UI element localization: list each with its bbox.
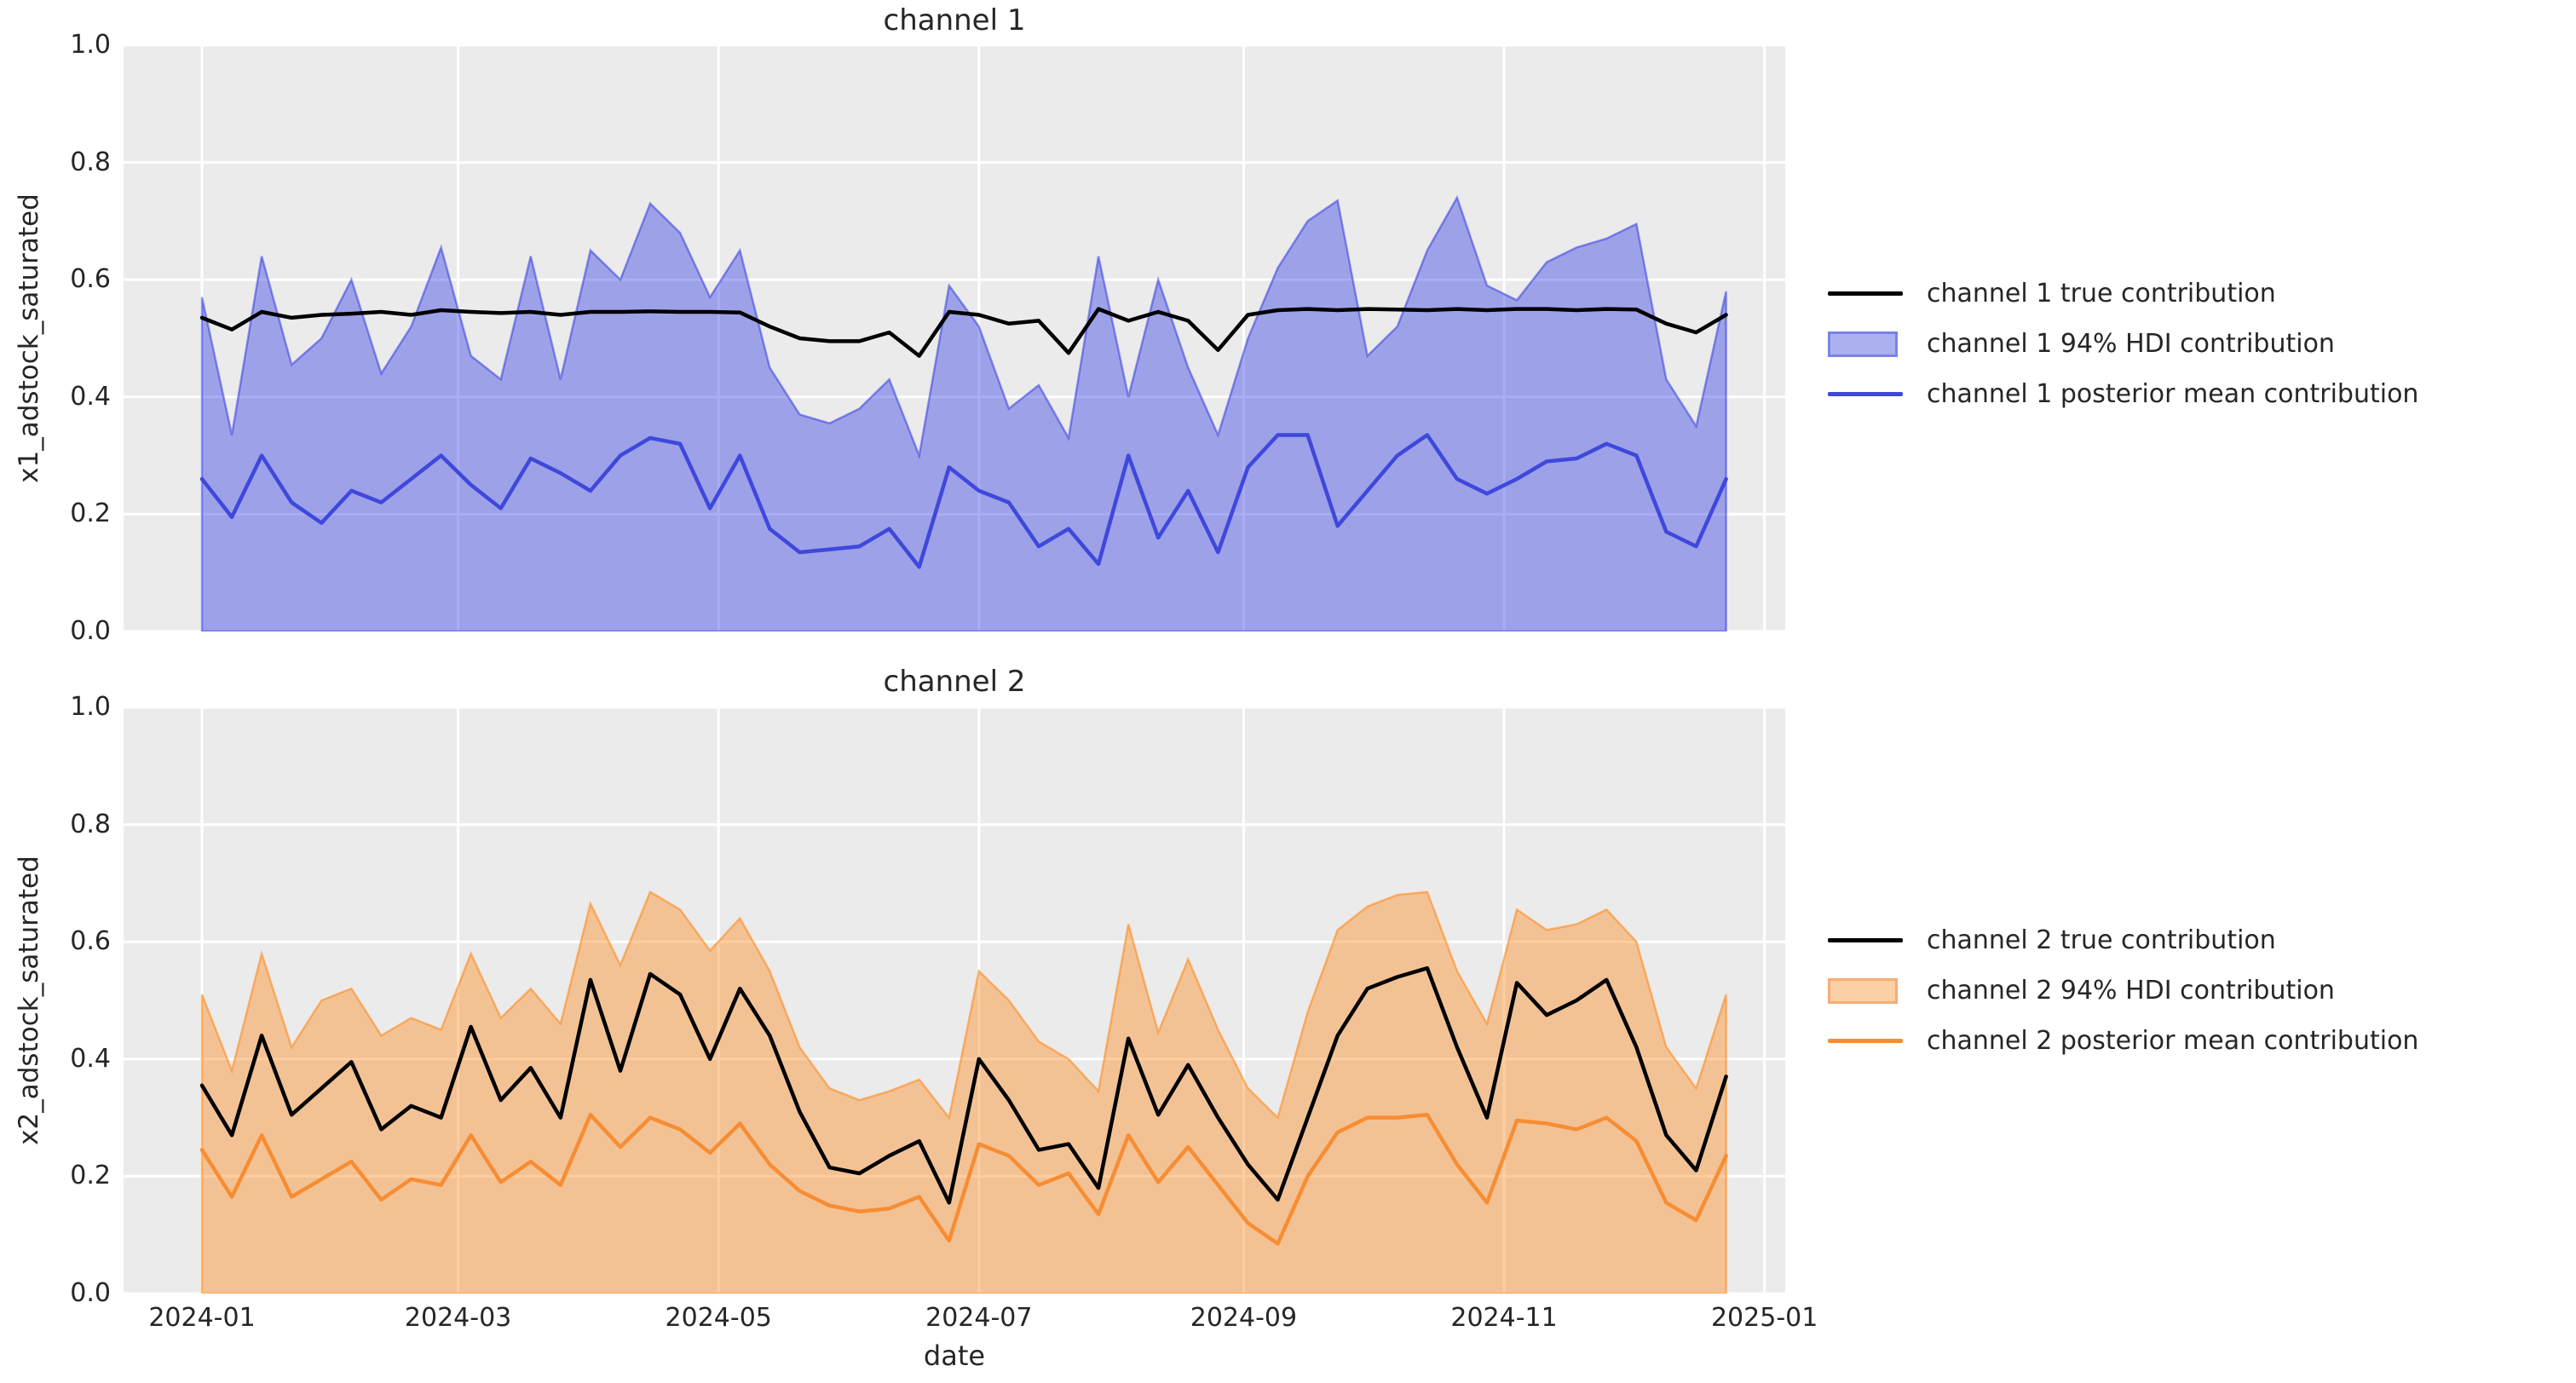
chart1-legend: channel 1 true contribution channel 1 94…	[1828, 268, 2418, 419]
legend-item: channel 2 true contribution	[1828, 915, 2418, 965]
y-tick-label: 0.0	[70, 616, 111, 646]
x-tick-label: 2025-01	[1710, 1303, 1818, 1333]
legend-label: channel 2 true contribution	[1927, 925, 2276, 955]
legend-label: channel 2 94% HDI contribution	[1927, 976, 2335, 1006]
chart1-plot-area	[124, 45, 1785, 631]
posterior-mean-line	[199, 433, 1728, 569]
y-tick-label: 0.6	[70, 264, 111, 295]
chart2-plot-area	[124, 707, 1785, 1294]
chart1-title: channel 1	[883, 3, 1026, 37]
y-tick-label: 0.4	[70, 381, 111, 412]
legend-item: channel 1 true contribution	[1828, 268, 2418, 319]
y-tick-label: 1.0	[70, 30, 111, 60]
legend-item: channel 2 posterior mean contribution	[1828, 1016, 2418, 1066]
hdi-band	[200, 194, 1727, 631]
x-tick-label: 2024-07	[925, 1303, 1033, 1333]
x-tick-label: 2024-11	[1450, 1303, 1558, 1333]
legend-label: channel 1 true contribution	[1927, 279, 2276, 308]
legend-label: channel 1 94% HDI contribution	[1927, 329, 2335, 359]
gridlines	[124, 45, 1785, 631]
y-tick-label: 0.6	[70, 926, 111, 957]
legend-item: channel 2 94% HDI contribution	[1828, 965, 2418, 1016]
plot-background	[124, 707, 1785, 1294]
chart2-title: channel 2	[883, 665, 1026, 699]
true-contribution-line	[199, 965, 1728, 1205]
chart2-legend: channel 2 true contribution channel 2 94…	[1828, 915, 2418, 1066]
legend-label: channel 2 posterior mean contribution	[1927, 1026, 2419, 1056]
chart2-ylabel: x2_adstock_saturated	[14, 856, 44, 1145]
x-tick-label: 2024-01	[148, 1303, 256, 1333]
legend-label: channel 1 posterior mean contribution	[1927, 379, 2419, 409]
y-tick-label: 0.2	[70, 1161, 111, 1191]
y-tick-label: 0.8	[70, 147, 111, 177]
x-tick-label: 2024-09	[1190, 1303, 1298, 1333]
y-tick-label: 0.8	[70, 809, 111, 839]
plot-background	[124, 45, 1785, 631]
y-tick-label: 0.4	[70, 1043, 111, 1074]
orange-line-sample-icon	[1828, 1039, 1903, 1043]
hdi-band-swatch-icon	[1828, 977, 1903, 1004]
hdi-band-swatch-icon	[1828, 331, 1903, 357]
legend-item: channel 1 94% HDI contribution	[1828, 319, 2418, 369]
black-line-sample-icon	[1828, 938, 1903, 942]
posterior-mean-line	[199, 1112, 1728, 1246]
black-line-sample-icon	[1828, 291, 1903, 296]
x-axis-label: date	[923, 1340, 986, 1372]
chart1-ylabel: x1_adstock_saturated	[14, 193, 44, 483]
x-tick-label: 2024-03	[404, 1303, 512, 1333]
y-tick-label: 0.2	[70, 498, 111, 529]
x-tick-label: 2024-05	[665, 1303, 772, 1333]
true-contribution-line	[199, 307, 1728, 358]
blue-line-sample-icon	[1828, 392, 1903, 396]
y-tick-label: 0.0	[70, 1278, 111, 1308]
hdi-band	[200, 890, 1727, 1294]
y-tick-label: 1.0	[70, 692, 111, 722]
legend-item: channel 1 posterior mean contribution	[1828, 369, 2418, 419]
